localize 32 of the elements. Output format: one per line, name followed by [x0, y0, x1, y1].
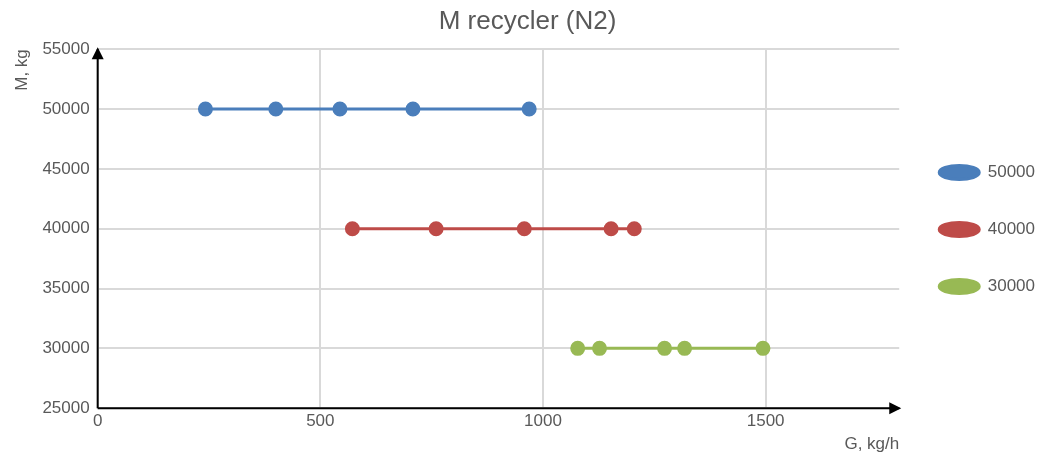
y-tick-label: 30000 — [42, 338, 90, 358]
y-tick-label: 40000 — [42, 218, 90, 238]
y-tick-label: 45000 — [42, 158, 90, 178]
point — [405, 101, 421, 117]
point — [755, 340, 771, 356]
legend-label: 50000 — [987, 162, 1036, 182]
y-tick-label: 55000 — [42, 38, 90, 58]
point — [332, 101, 348, 117]
point — [592, 340, 608, 356]
point — [521, 101, 537, 117]
y-tick-label: 50000 — [42, 98, 90, 118]
point — [197, 101, 213, 117]
point — [626, 221, 642, 237]
legend-label: 40000 — [987, 219, 1036, 239]
point — [516, 221, 532, 237]
y-tick-label: 35000 — [42, 278, 90, 298]
point — [268, 101, 284, 117]
x-tick-label: 0 — [92, 411, 103, 431]
x-tick-label: 1000 — [524, 411, 562, 431]
point — [603, 221, 619, 237]
point — [570, 340, 586, 356]
x-tick-label: 1500 — [746, 411, 785, 431]
point — [344, 221, 360, 237]
point — [428, 221, 444, 237]
y-tick-label: 25000 — [42, 397, 90, 417]
x-tick-label: 500 — [306, 411, 335, 431]
y-axis-title: M, kg — [11, 49, 31, 91]
point — [657, 340, 673, 356]
legend-label: 30000 — [987, 276, 1036, 296]
x-axis-title: G, kg/h — [844, 434, 900, 454]
point — [677, 340, 693, 356]
chart-title: M recycler (N2) — [438, 4, 617, 35]
